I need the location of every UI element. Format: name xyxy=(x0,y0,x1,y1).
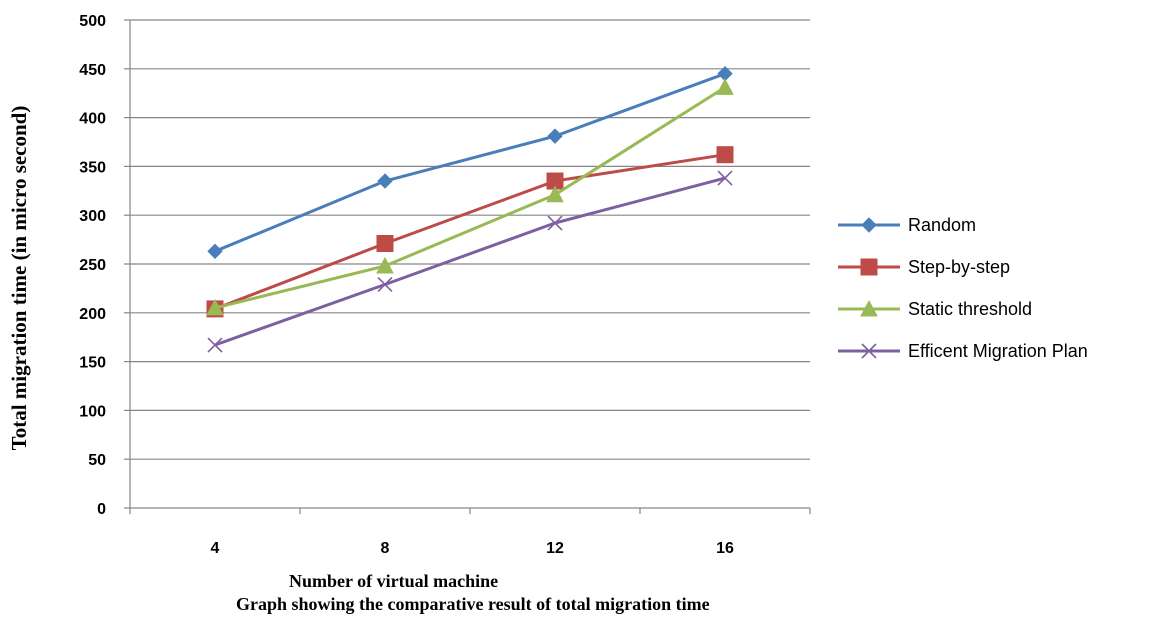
y-tick-label: 350 xyxy=(79,159,106,176)
x-tick-label: 16 xyxy=(716,540,734,557)
legend-marker xyxy=(860,258,878,276)
legend-item: Step-by-step xyxy=(838,257,1010,277)
series-line xyxy=(214,153,726,311)
data-point xyxy=(377,173,393,189)
x-tick-label: 12 xyxy=(546,540,564,557)
x-tick-label: 8 xyxy=(381,540,390,557)
legend-marker xyxy=(861,343,877,359)
y-axis-label: Total migration time (in micro second) xyxy=(7,106,31,451)
data-point xyxy=(207,337,223,353)
y-tick-label: 300 xyxy=(79,208,106,225)
legend-label: Random xyxy=(908,215,976,235)
legend-label: Static threshold xyxy=(908,299,1032,319)
y-tick-label: 400 xyxy=(79,111,106,128)
data-point xyxy=(376,256,394,274)
series-line xyxy=(214,86,726,310)
x-tick-label: 4 xyxy=(211,540,220,557)
y-tick-label: 150 xyxy=(79,355,106,372)
data-point xyxy=(717,170,733,186)
y-tick-label: 450 xyxy=(79,62,106,79)
data-point xyxy=(376,235,394,253)
y-tick-label: 200 xyxy=(79,306,106,323)
axes xyxy=(124,19,811,514)
data-point xyxy=(716,146,734,164)
data-point xyxy=(547,128,563,144)
y-tick-label: 0 xyxy=(97,501,106,518)
data-point xyxy=(377,276,393,293)
series-line xyxy=(214,176,726,347)
legend: Random Step-by-step Static threshold Effice… xyxy=(838,215,1088,361)
x-axis-label: Number of virtual machine xyxy=(289,571,498,591)
legend-label: Step-by-step xyxy=(908,257,1010,277)
y-tick-label: 500 xyxy=(79,13,106,30)
y-tick-labels: 0 50 100 150 200 250 300 350 400 450 500 xyxy=(79,13,106,518)
data-point xyxy=(207,243,223,260)
legend-label: Efficent Migration Plan xyxy=(908,341,1088,361)
data-point xyxy=(546,185,564,203)
data-point xyxy=(206,298,224,316)
legend-item: Random xyxy=(838,215,976,235)
x-tick-labels: 4 8 12 16 xyxy=(211,540,734,557)
data-point xyxy=(716,78,734,95)
gridlines xyxy=(130,19,810,460)
legend-item: Static threshold xyxy=(838,299,1032,319)
y-tick-label: 50 xyxy=(88,452,106,469)
legend-marker xyxy=(861,217,877,233)
legend-item: Efficent Migration Plan xyxy=(838,341,1088,361)
chart-caption: Graph showing the comparative result of … xyxy=(236,594,710,614)
legend-marker xyxy=(860,299,878,317)
series-lines xyxy=(206,65,734,353)
series-line xyxy=(214,72,726,253)
y-tick-label: 250 xyxy=(79,257,106,274)
series-x xyxy=(207,170,733,353)
y-tick-label: 100 xyxy=(79,403,106,420)
data-point xyxy=(547,215,563,231)
series-diamond xyxy=(207,65,733,260)
series-triangle xyxy=(206,78,734,316)
